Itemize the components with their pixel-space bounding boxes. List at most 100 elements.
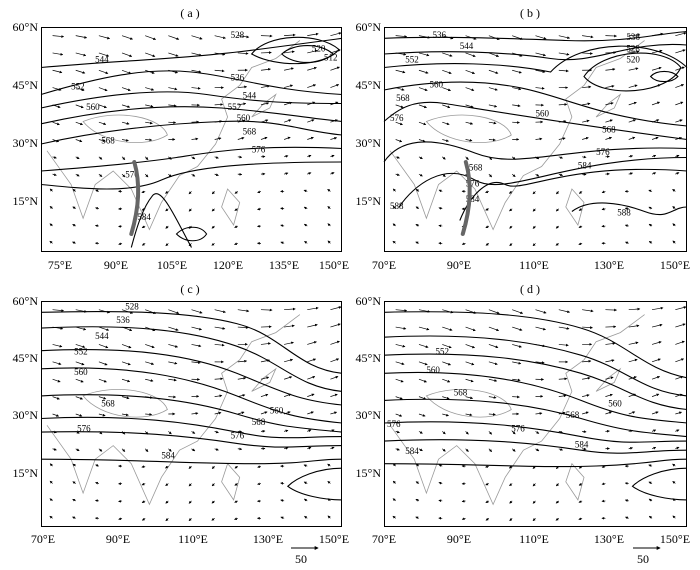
wind-vector xyxy=(307,323,318,328)
wind-vector xyxy=(438,207,443,210)
wind-vector xyxy=(145,104,154,108)
panel-b-lon-150: 150°E xyxy=(659,258,691,272)
wind-vector xyxy=(168,52,179,57)
wind-vector xyxy=(144,156,149,160)
wind-vector xyxy=(535,326,546,331)
panel-c-lat-15: 15°N xyxy=(12,466,38,480)
panel-c-frame xyxy=(41,301,342,527)
wind-vector xyxy=(75,448,80,452)
wind-vector xyxy=(512,309,524,314)
wind-vector xyxy=(438,224,443,228)
wind-vector xyxy=(260,411,268,415)
panel-d-lat-60: 60°N xyxy=(355,294,381,308)
wind-vector xyxy=(284,33,296,37)
wind-vector xyxy=(582,52,593,55)
wind-vector xyxy=(675,358,685,363)
height-contour xyxy=(40,416,343,439)
height-contour xyxy=(383,335,688,397)
contour-label: 560 xyxy=(237,113,251,123)
wind-vector xyxy=(675,411,683,415)
wind-vector xyxy=(121,378,131,383)
contour-label: 584 xyxy=(578,160,592,170)
wind-vector xyxy=(651,323,663,328)
wind-vector xyxy=(98,344,109,349)
panel-d-lat-30: 30°N xyxy=(355,408,381,422)
wind-vector xyxy=(675,429,680,433)
wind-vector xyxy=(675,84,685,88)
wind-vector xyxy=(651,375,661,380)
wind-vector xyxy=(582,119,590,123)
wind-vector xyxy=(555,517,560,521)
wind-vector xyxy=(307,429,312,433)
wind-vector xyxy=(582,102,591,106)
wind-vector xyxy=(214,343,225,347)
wind-vector xyxy=(628,33,641,37)
wind-vector xyxy=(141,482,146,486)
wind-vector xyxy=(307,393,315,397)
wind-vector xyxy=(488,87,498,91)
panel-c-lon-150: 150°E xyxy=(318,532,350,546)
wind-vector xyxy=(651,136,659,140)
contour-label: 576 xyxy=(387,419,401,429)
wind-vector xyxy=(628,358,638,363)
wind-vector xyxy=(395,104,404,109)
wind-vector xyxy=(191,69,202,73)
wind-vector xyxy=(284,84,294,88)
wind-vector xyxy=(49,188,53,192)
wind-vector xyxy=(651,66,662,71)
panel-a-lat-30: 30°N xyxy=(12,136,38,150)
wind-vector xyxy=(395,155,400,159)
wind-vector xyxy=(555,500,560,504)
contour-label: 552 xyxy=(74,347,88,357)
wind-vector xyxy=(72,224,76,227)
wind-vector xyxy=(395,344,406,348)
wind-vector xyxy=(651,429,657,433)
wind-vector xyxy=(392,240,396,244)
wind-vector xyxy=(488,412,496,416)
wind-vector xyxy=(307,136,314,140)
wind-vector xyxy=(418,52,430,57)
wind-vector xyxy=(214,103,224,106)
wind-vector xyxy=(260,136,268,140)
wind-vector xyxy=(605,67,616,71)
wind-vector xyxy=(188,518,192,522)
panel-a-lon-105: 105°E xyxy=(156,258,188,272)
wind-vector xyxy=(214,137,222,140)
wind-vector xyxy=(675,101,684,106)
panel-c-lon-90: 90°E xyxy=(105,532,131,546)
wind-vector xyxy=(395,447,400,451)
wind-vector xyxy=(72,188,76,192)
wind-vector xyxy=(327,515,331,519)
wind-vector xyxy=(512,344,522,348)
wind-vector xyxy=(555,191,560,195)
wind-vector xyxy=(624,499,629,502)
wind-vector xyxy=(98,361,108,366)
wind-vector xyxy=(191,344,202,348)
wind-vector xyxy=(582,85,592,89)
wind-vector xyxy=(465,87,475,92)
panel-a-lon-75: 75°E xyxy=(47,258,73,272)
wind-vector xyxy=(94,224,99,228)
panel-c-title: ( c ) xyxy=(180,282,200,296)
wind-vector xyxy=(555,242,560,246)
wind-vector xyxy=(558,394,567,398)
panel-d-lon-150: 150°E xyxy=(659,532,691,546)
wind-vector xyxy=(651,393,660,397)
wind-vector xyxy=(675,119,683,123)
wind-vector xyxy=(214,35,226,40)
wind-vector xyxy=(280,499,285,502)
wind-vector xyxy=(465,104,474,108)
wind-vector xyxy=(168,431,172,435)
wind-vector xyxy=(578,225,583,228)
panel-d-lon-110: 110°E xyxy=(519,532,549,546)
wind-vector xyxy=(145,361,155,366)
wind-vector xyxy=(237,136,245,140)
wind-vector xyxy=(257,207,262,211)
wind-vector xyxy=(95,464,100,467)
wind-vector xyxy=(675,49,686,54)
wind-vector xyxy=(558,52,570,56)
wind-vector xyxy=(165,483,169,487)
wind-vector xyxy=(191,35,203,40)
wind-vector xyxy=(237,359,248,363)
height-contour xyxy=(383,311,688,379)
